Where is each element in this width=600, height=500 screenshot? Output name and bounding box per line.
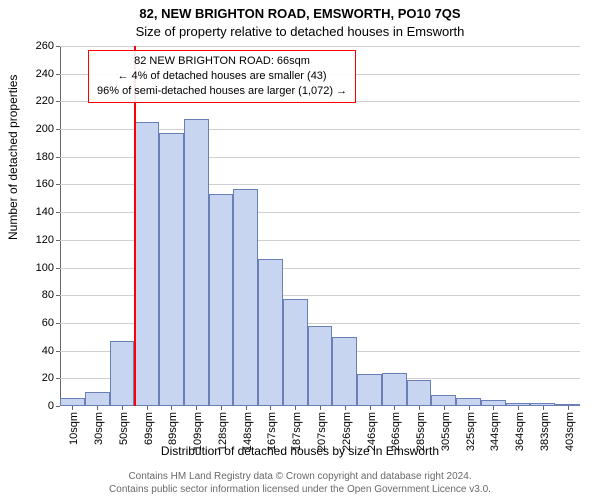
y-tick-mark <box>56 101 60 102</box>
footer-line1: Contains HM Land Registry data © Crown c… <box>0 471 600 484</box>
x-tick-label: 403sqm <box>564 412 576 451</box>
bar <box>308 326 333 406</box>
bar <box>110 341 135 406</box>
x-tick-mark <box>72 406 73 410</box>
x-tick-mark <box>122 406 123 410</box>
bar <box>233 189 258 406</box>
x-tick-mark <box>370 406 371 410</box>
bar <box>60 398 85 406</box>
x-tick-mark <box>295 406 296 410</box>
x-tick-label: 148sqm <box>242 412 254 451</box>
x-tick-mark <box>97 406 98 410</box>
y-tick-mark <box>56 157 60 158</box>
x-tick-mark <box>345 406 346 410</box>
bar <box>159 133 184 406</box>
footer-line2: Contains public sector information licen… <box>0 484 600 497</box>
y-tick-label: 140 <box>0 206 54 218</box>
y-tick-mark <box>56 212 60 213</box>
page-title: 82, NEW BRIGHTON ROAD, EMSWORTH, PO10 7Q… <box>0 6 600 21</box>
bar <box>431 395 456 406</box>
x-tick-label: 167sqm <box>266 412 278 451</box>
bar <box>258 259 283 406</box>
y-tick-label: 120 <box>0 234 54 246</box>
bar <box>184 119 209 406</box>
x-tick-mark <box>270 406 271 410</box>
y-tick-mark <box>56 184 60 185</box>
x-tick-mark <box>221 406 222 410</box>
bar <box>332 337 357 406</box>
bar <box>85 392 110 406</box>
x-tick-label: 69sqm <box>143 412 155 445</box>
annotation-line1: 82 NEW BRIGHTON ROAD: 66sqm <box>97 54 347 69</box>
x-tick-label: 266sqm <box>390 412 402 451</box>
bar <box>382 373 407 406</box>
y-tick-label: 60 <box>0 317 54 329</box>
x-tick-label: 10sqm <box>68 412 80 445</box>
x-tick-mark <box>469 406 470 410</box>
footer-attribution: Contains HM Land Registry data © Crown c… <box>0 471 600 496</box>
y-tick-mark <box>56 295 60 296</box>
y-tick-label: 200 <box>0 123 54 135</box>
x-tick-label: 383sqm <box>539 412 551 451</box>
gridline <box>60 46 580 47</box>
y-tick-label: 0 <box>0 400 54 412</box>
annotation-line3: 96% of semi-detached houses are larger (… <box>97 84 347 99</box>
bar <box>209 194 234 406</box>
bar <box>283 299 308 406</box>
annotation-box: 82 NEW BRIGHTON ROAD: 66sqm ← 4% of deta… <box>88 50 356 103</box>
x-tick-label: 128sqm <box>217 412 229 451</box>
y-tick-mark <box>56 323 60 324</box>
y-tick-label: 20 <box>0 372 54 384</box>
y-tick-mark <box>56 268 60 269</box>
x-tick-mark <box>518 406 519 410</box>
y-tick-label: 80 <box>0 289 54 301</box>
y-tick-mark <box>56 129 60 130</box>
x-tick-label: 30sqm <box>93 412 105 445</box>
annotation-line2: ← 4% of detached houses are smaller (43) <box>97 69 347 84</box>
x-tick-mark <box>419 406 420 410</box>
bar <box>134 122 159 406</box>
x-tick-label: 364sqm <box>514 412 526 451</box>
x-tick-label: 226sqm <box>341 412 353 451</box>
x-tick-label: 344sqm <box>489 412 501 451</box>
y-tick-mark <box>56 74 60 75</box>
x-tick-mark <box>196 406 197 410</box>
x-tick-label: 89sqm <box>167 412 179 445</box>
x-tick-mark <box>568 406 569 410</box>
x-tick-label: 305sqm <box>440 412 452 451</box>
y-tick-label: 40 <box>0 345 54 357</box>
y-tick-label: 260 <box>0 40 54 52</box>
x-tick-label: 187sqm <box>291 412 303 451</box>
x-tick-mark <box>320 406 321 410</box>
bar <box>407 380 432 406</box>
x-tick-mark <box>394 406 395 410</box>
x-tick-label: 285sqm <box>415 412 427 451</box>
y-tick-mark <box>56 406 60 407</box>
chart-plot-area: 82 NEW BRIGHTON ROAD: 66sqm ← 4% of deta… <box>60 46 580 406</box>
x-tick-mark <box>171 406 172 410</box>
x-tick-mark <box>444 406 445 410</box>
x-tick-label: 109sqm <box>192 412 204 451</box>
y-tick-mark <box>56 351 60 352</box>
y-tick-label: 220 <box>0 95 54 107</box>
x-tick-label: 246sqm <box>366 412 378 451</box>
x-tick-label: 325sqm <box>465 412 477 451</box>
x-tick-label: 207sqm <box>316 412 328 451</box>
y-tick-label: 180 <box>0 151 54 163</box>
y-axis-line <box>60 46 61 406</box>
page-subtitle: Size of property relative to detached ho… <box>0 24 600 39</box>
y-tick-mark <box>56 240 60 241</box>
y-tick-label: 240 <box>0 68 54 80</box>
y-tick-label: 100 <box>0 262 54 274</box>
x-tick-mark <box>543 406 544 410</box>
bar <box>456 398 481 406</box>
y-tick-label: 160 <box>0 178 54 190</box>
x-tick-mark <box>493 406 494 410</box>
x-tick-label: 50sqm <box>118 412 130 445</box>
x-tick-mark <box>246 406 247 410</box>
y-tick-mark <box>56 46 60 47</box>
y-tick-mark <box>56 378 60 379</box>
bar <box>357 374 382 406</box>
x-tick-mark <box>147 406 148 410</box>
